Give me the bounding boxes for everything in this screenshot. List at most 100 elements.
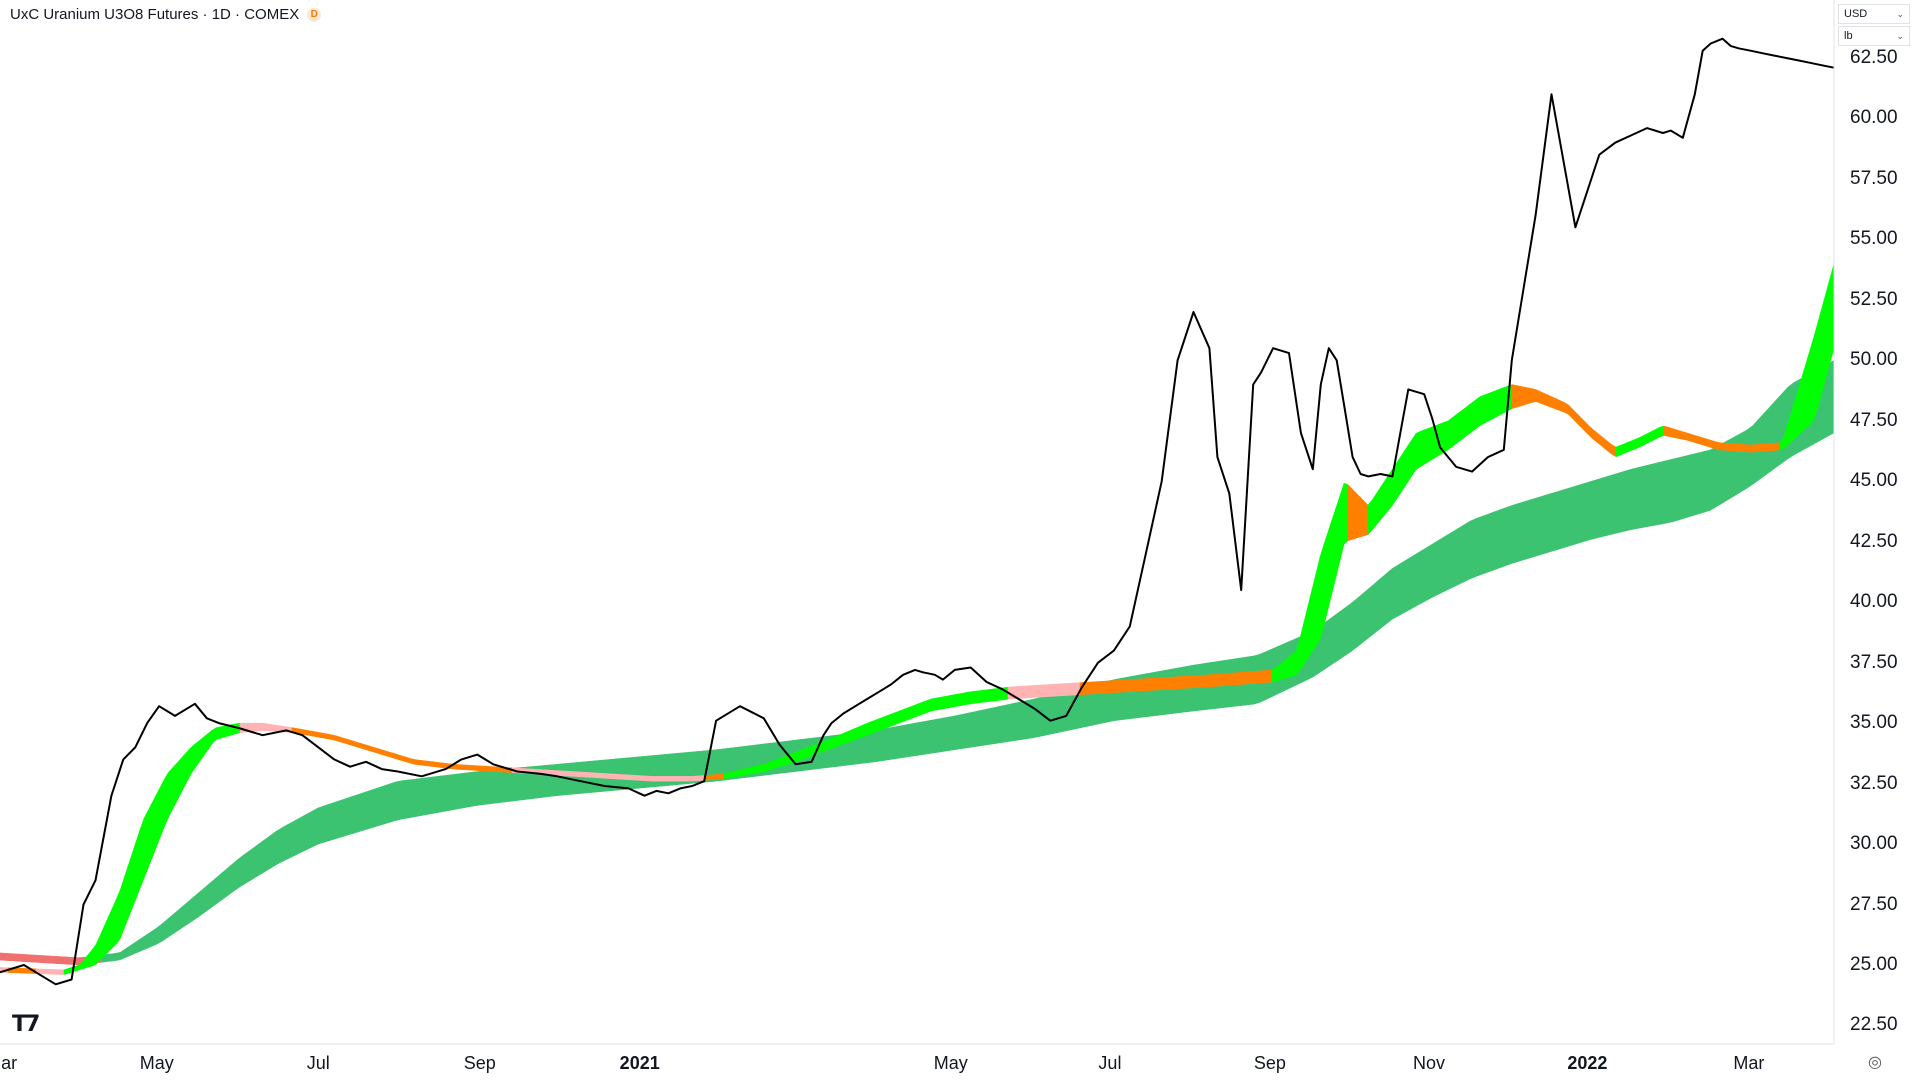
fast-ribbon-segment <box>119 877 125 940</box>
fast-ribbon-segment <box>755 764 761 774</box>
fast-ribbon-segment <box>1695 435 1701 445</box>
fast-ribbon-segment <box>391 752 397 760</box>
slow-ribbon-segment <box>1529 497 1537 559</box>
fast-ribbon-segment <box>963 691 969 706</box>
fast-ribbon-segment <box>1423 428 1429 465</box>
fast-ribbon-segment <box>639 775 645 781</box>
fast-ribbon-segment <box>919 701 925 716</box>
fast-ribbon-segment <box>635 775 641 781</box>
slow-ribbon-segment <box>239 852 247 888</box>
slow-ribbon-segment <box>1175 666 1183 714</box>
fast-ribbon-segment <box>1303 605 1309 665</box>
slow-ribbon-segment <box>917 721 925 756</box>
fast-ribbon-segment <box>1235 672 1241 686</box>
fast-ribbon-segment <box>1579 415 1585 432</box>
fast-ribbon-segment <box>711 774 717 780</box>
fast-ribbon-segment <box>1227 672 1233 686</box>
fast-ribbon-segment <box>615 773 621 780</box>
slow-ribbon-segment <box>977 709 985 747</box>
fast-ribbon-segment <box>1627 440 1633 453</box>
fast-ribbon-segment <box>843 730 849 745</box>
fast-ribbon-segment <box>1171 676 1177 690</box>
slow-ribbon-segment <box>173 907 181 934</box>
fast-ribbon-segment <box>1111 680 1117 694</box>
fast-ribbon-segment <box>1283 657 1289 680</box>
slow-ribbon-segment <box>1541 494 1549 555</box>
currency-select[interactable]: USD ⌄ <box>1838 4 1910 24</box>
fast-ribbon-segment <box>927 698 933 713</box>
slow-ribbon-segment <box>893 725 901 760</box>
slow-ribbon-segment <box>1355 593 1363 649</box>
fast-ribbon-segment <box>1759 443 1765 452</box>
fast-ribbon-segment <box>899 708 905 724</box>
slow-ribbon-segment <box>1463 520 1471 583</box>
slow-ribbon-segment <box>1487 511 1495 573</box>
fast-ribbon-segment <box>1255 670 1261 684</box>
fast-ribbon-segment <box>111 899 117 949</box>
fast-ribbon-segment <box>743 767 749 776</box>
slow-ribbon-segment <box>1607 473 1615 536</box>
price-tick-label: 60.00 <box>1850 107 1898 129</box>
fast-ribbon-segment <box>415 759 421 766</box>
unit-select[interactable]: lb ⌄ <box>1838 26 1910 46</box>
fast-ribbon-segment <box>847 729 853 743</box>
slow-ribbon-segment <box>1181 665 1189 713</box>
fast-ribbon-segment <box>955 693 961 707</box>
fast-ribbon-segment <box>467 764 473 771</box>
fast-ribbon-segment <box>263 723 269 732</box>
fast-ribbon-segment <box>687 776 693 782</box>
time-tick-label: May <box>933 1053 968 1073</box>
slow-ribbon-segment <box>11 953 19 962</box>
fast-ribbon-segment <box>1663 425 1669 437</box>
slow-ribbon-segment <box>1169 667 1177 715</box>
fast-ribbon-segment <box>99 926 105 962</box>
tradingview-logo-icon[interactable]: T7 <box>12 1012 40 1037</box>
fast-ribbon-segment <box>1643 432 1649 446</box>
fast-ribbon-segment <box>439 762 445 769</box>
fast-ribbon-segment <box>1155 677 1161 691</box>
fast-ribbon-segment <box>1335 495 1341 577</box>
fast-ribbon-segment <box>1827 270 1833 371</box>
fast-ribbon-segment <box>1023 685 1029 699</box>
fast-ribbon-segment <box>195 739 201 768</box>
plot-area[interactable] <box>0 37 1835 986</box>
fast-ribbon-segment <box>1807 342 1813 427</box>
settings-gear-icon[interactable]: ◎ <box>1868 1054 1882 1071</box>
fast-ribbon-segment <box>1151 677 1157 691</box>
fast-ribbon-segment <box>1471 399 1477 433</box>
slow-ribbon-segment <box>113 952 121 962</box>
fast-ribbon-segment <box>1363 500 1369 537</box>
fast-ribbon-segment <box>183 749 189 788</box>
fast-ribbon-segment <box>1103 680 1109 694</box>
slow-ribbon-segment <box>1685 454 1693 519</box>
fast-ribbon-segment <box>979 689 985 703</box>
fast-ribbon-segment <box>1595 431 1601 446</box>
fast-ribbon-segment <box>383 750 389 757</box>
fast-ribbon-segment <box>123 865 129 930</box>
delayed-data-badge[interactable]: D <box>307 7 322 22</box>
slow-ribbon-segment <box>155 923 163 945</box>
fast-ribbon-segment <box>51 969 57 975</box>
fast-ribbon-segment <box>1515 385 1521 408</box>
fast-ribbon-segment <box>723 772 729 780</box>
slow-ribbon-segment <box>293 817 301 857</box>
fast-ribbon-segment <box>1055 683 1061 697</box>
slow-ribbon-segment <box>953 714 961 751</box>
slow-ribbon-segment <box>1163 669 1171 715</box>
slow-ribbon-segment <box>1157 670 1165 716</box>
price-tick-label: 22.50 <box>1850 1014 1898 1036</box>
fast-ribbon-segment <box>823 739 829 752</box>
symbol-title[interactable]: UxC Uranium U3O8 Futures · 1D · COMEX D <box>10 6 322 23</box>
fast-ribbon-segment <box>931 697 937 712</box>
slow-ribbon-segment <box>881 727 889 762</box>
fast-ribbon-segment <box>671 776 677 782</box>
slow-ribbon-segment <box>143 931 151 951</box>
slow-ribbon-segment <box>167 913 175 938</box>
fast-ribbon-segment <box>1683 431 1689 441</box>
fast-ribbon-segment <box>1671 428 1677 439</box>
time-tick-label: Sep <box>463 1053 496 1073</box>
slow-ribbon-segment <box>1517 501 1525 562</box>
fast-ribbon-segment <box>1735 443 1741 452</box>
fast-ribbon-segment <box>167 767 173 819</box>
